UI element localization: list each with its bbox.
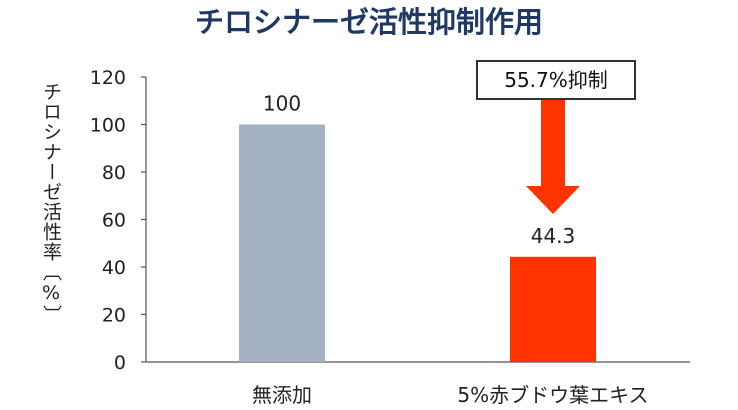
chart-title: チロシナーゼ活性抑制作用 (194, 5, 543, 39)
y-tick-label: 100 (90, 115, 126, 137)
x-tick-label-2: 5%赤ブドウ葉エキス (457, 383, 648, 407)
y-tick-label: 60 (102, 210, 126, 232)
y-tick-label: 120 (90, 67, 126, 89)
reduction-arrow (526, 100, 580, 214)
data-labels: 100 44.3 (263, 92, 575, 248)
y-axis-label: チロシナーゼ活性率〔%〕 (40, 82, 62, 325)
y-ticks: 0 20 40 60 80 100 120 (90, 67, 146, 374)
y-tick-label: 80 (102, 162, 126, 184)
y-tick-label: 20 (102, 305, 126, 327)
data-label-1: 100 (263, 92, 301, 116)
bar-1 (239, 124, 325, 362)
x-ticks: 無添加 5%赤ブドウ葉エキス (252, 383, 649, 407)
reduction-callout: 55.7%抑制 (476, 60, 636, 100)
x-tick-label-1: 無添加 (252, 383, 312, 407)
chart-axes (145, 77, 690, 363)
data-label-2: 44.3 (531, 224, 576, 248)
bars (239, 124, 596, 362)
y-tick-label: 40 (102, 257, 126, 279)
down-arrow-icon (526, 100, 580, 214)
bar-2 (510, 256, 596, 362)
y-tick-label: 0 (114, 352, 126, 374)
